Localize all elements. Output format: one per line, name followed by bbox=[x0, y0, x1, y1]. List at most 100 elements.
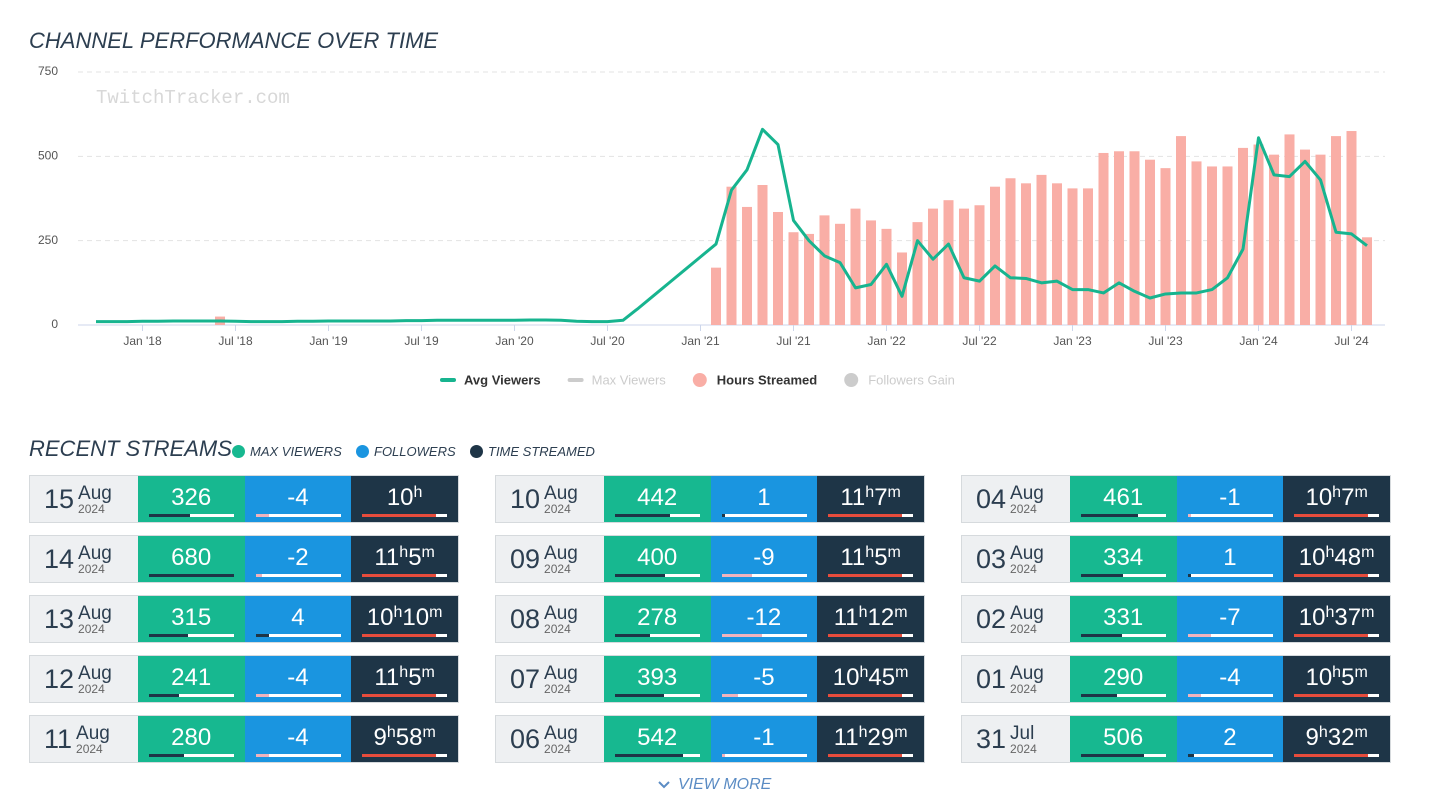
viewers-bar bbox=[1080, 574, 1123, 577]
day: 02 bbox=[976, 603, 1007, 634]
legend-swatch bbox=[567, 378, 584, 382]
bar-track bbox=[148, 694, 234, 697]
view-more[interactable]: VIEW MORE bbox=[658, 776, 771, 794]
bar bbox=[897, 252, 907, 325]
bar-track bbox=[828, 634, 914, 637]
time-streamed: 11 h 5 m bbox=[817, 536, 924, 582]
time-streamed: 10 h 5 m bbox=[1283, 656, 1390, 702]
time-bar bbox=[362, 574, 437, 577]
max-viewers: 331 bbox=[1069, 596, 1177, 642]
bar-track bbox=[1080, 754, 1166, 757]
day: 10 bbox=[510, 483, 541, 514]
bar bbox=[1207, 166, 1217, 325]
viewers-bar bbox=[148, 694, 179, 697]
time-bar bbox=[1294, 694, 1369, 697]
year: 2024 bbox=[78, 681, 105, 696]
bar-track bbox=[1080, 574, 1166, 577]
legend-label: FOLLOWERS bbox=[374, 444, 456, 459]
x-tick-label: Jan '22 bbox=[867, 334, 906, 348]
date: 15 Aug 2024 bbox=[30, 476, 138, 522]
bar bbox=[1222, 166, 1233, 325]
year: 2024 bbox=[1010, 741, 1037, 756]
bar-track bbox=[1294, 574, 1380, 577]
viewers-bar bbox=[614, 574, 665, 577]
month: Aug bbox=[78, 482, 112, 504]
followers: -12 bbox=[710, 596, 818, 642]
year: 2024 bbox=[78, 561, 105, 576]
bar-track bbox=[1187, 514, 1273, 517]
followers-bar bbox=[721, 694, 739, 697]
year: 2024 bbox=[1010, 501, 1037, 516]
time-streamed: 10 h bbox=[351, 476, 458, 522]
date: 01 Aug 2024 bbox=[962, 656, 1070, 702]
month-year: Aug 2024 bbox=[544, 664, 578, 695]
y-tick-label: 0 bbox=[51, 317, 58, 331]
x-tick-label: Jan '18 bbox=[123, 334, 162, 348]
date: 12 Aug 2024 bbox=[30, 656, 138, 702]
legend-item: TIME STREAMED bbox=[470, 444, 595, 459]
time-streamed: 10 h 45 m bbox=[817, 656, 924, 702]
bar-track bbox=[1294, 634, 1380, 637]
bar-track bbox=[1294, 514, 1380, 517]
bar-track bbox=[721, 754, 807, 757]
day: 09 bbox=[510, 543, 541, 574]
date: 04 Aug 2024 bbox=[962, 476, 1070, 522]
bar-track bbox=[255, 574, 341, 577]
stream-card: 08 Aug 2024 278 -12 11 h 12 m bbox=[495, 595, 925, 643]
stream-card: 11 Aug 2024 280 -4 9 h 58 m bbox=[29, 715, 459, 763]
viewers-bar bbox=[1080, 694, 1118, 697]
followers-bar bbox=[255, 694, 269, 697]
watermark: TwitchTracker.com bbox=[96, 87, 290, 109]
legend-label: TIME STREAMED bbox=[488, 444, 595, 459]
bar bbox=[773, 211, 783, 325]
stream-card: 03 Aug 2024 334 1 10 h 48 m bbox=[961, 535, 1391, 583]
day: 04 bbox=[976, 483, 1007, 514]
bar bbox=[1315, 154, 1326, 325]
followers: -9 bbox=[710, 536, 818, 582]
bar-track bbox=[148, 574, 234, 577]
followers: -4 bbox=[244, 656, 352, 702]
max-viewers: 442 bbox=[603, 476, 711, 522]
time-streamed: 11 h 29 m bbox=[817, 716, 924, 762]
max-viewers: 278 bbox=[603, 596, 711, 642]
max-viewers: 393 bbox=[603, 656, 711, 702]
legend-label: Hours Streamed bbox=[717, 372, 817, 387]
followers: -7 bbox=[1176, 596, 1284, 642]
bar-track bbox=[614, 634, 700, 637]
viewers-bar bbox=[148, 634, 189, 637]
bar-track bbox=[255, 514, 341, 517]
section-title: RECENT STREAMS bbox=[29, 436, 232, 461]
viewers-bar bbox=[148, 574, 234, 577]
year: 2024 bbox=[76, 741, 103, 756]
legend-label: Avg Viewers bbox=[464, 372, 541, 387]
followers-bar bbox=[255, 574, 263, 577]
time-bar bbox=[362, 634, 437, 637]
followers-bar bbox=[255, 754, 269, 757]
year: 2024 bbox=[78, 621, 105, 636]
time-bar bbox=[828, 754, 903, 757]
followers: -4 bbox=[1176, 656, 1284, 702]
bar-track bbox=[1080, 514, 1166, 517]
followers-bar bbox=[721, 634, 762, 637]
followers: -4 bbox=[244, 476, 352, 522]
month-year: Aug 2024 bbox=[76, 724, 110, 755]
stream-card: 15 Aug 2024 326 -4 10 h bbox=[29, 475, 459, 523]
bar-track bbox=[721, 634, 807, 637]
bar bbox=[1145, 159, 1155, 325]
month: Aug bbox=[1010, 602, 1044, 624]
year: 2024 bbox=[544, 621, 571, 636]
bar bbox=[1021, 183, 1031, 325]
date: 10 Aug 2024 bbox=[496, 476, 604, 522]
bar bbox=[711, 267, 721, 325]
x-tick-label: Jan '23 bbox=[1053, 334, 1092, 348]
followers-bar bbox=[1187, 754, 1195, 757]
viewers-bar bbox=[148, 514, 190, 517]
bar-track bbox=[1080, 694, 1166, 697]
bar bbox=[1005, 178, 1016, 325]
month: Jul bbox=[1010, 722, 1035, 744]
bar-track bbox=[828, 694, 914, 697]
date: 11 Aug 2024 bbox=[30, 716, 138, 762]
bar bbox=[726, 186, 737, 325]
followers-bar bbox=[721, 754, 725, 757]
year: 2024 bbox=[1010, 681, 1037, 696]
